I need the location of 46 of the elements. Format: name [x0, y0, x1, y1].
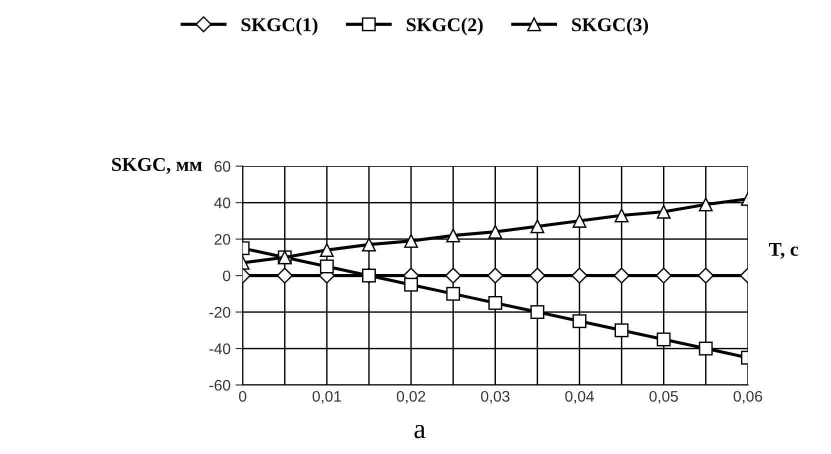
point [320, 260, 334, 274]
point [446, 286, 460, 301]
point [529, 268, 546, 284]
point [488, 224, 502, 239]
point [698, 268, 714, 284]
point [656, 268, 672, 284]
y-tick-label: 40 [214, 198, 230, 208]
x-tick-label: 0,01 [312, 390, 341, 404]
point [614, 208, 629, 222]
y-tick-label: -20 [209, 306, 230, 318]
point [404, 234, 418, 248]
y-tick-label: 20 [214, 234, 230, 245]
x-tick-label: 0,05 [649, 390, 678, 404]
point [320, 243, 334, 257]
point [656, 204, 671, 219]
x-tick-label: 0,04 [565, 390, 594, 404]
point [276, 268, 293, 284]
y-axis-title: SKGC, мм [112, 158, 202, 174]
x-axis-title: T, c [768, 243, 798, 259]
x-tick-label: 0,03 [481, 390, 510, 404]
y-tick-label: -40 [209, 343, 230, 354]
y-tick-label: 60 [214, 161, 230, 172]
legend-label: SKGC(2) [406, 18, 483, 36]
x-tick-label: 0,06 [734, 390, 762, 404]
legend-label: SKGC(1) [242, 18, 318, 36]
text: a [414, 424, 426, 438]
point [614, 268, 630, 284]
point [572, 214, 586, 228]
x-tick-label: 0 [239, 390, 246, 402]
point [445, 268, 462, 284]
point [530, 305, 544, 319]
point [571, 268, 588, 284]
x-tick-label: 0,02 [396, 390, 426, 404]
point [362, 238, 376, 252]
point [404, 278, 418, 292]
point [488, 296, 502, 310]
point [698, 342, 713, 356]
legend-label: SKGC(3) [572, 18, 648, 36]
y-tick-label: -60 [209, 380, 230, 391]
point [446, 228, 460, 242]
point [530, 219, 544, 234]
point [487, 268, 504, 284]
point [572, 314, 586, 328]
point [656, 332, 671, 346]
y-tick-label: 0 [222, 270, 230, 282]
point [614, 323, 629, 338]
